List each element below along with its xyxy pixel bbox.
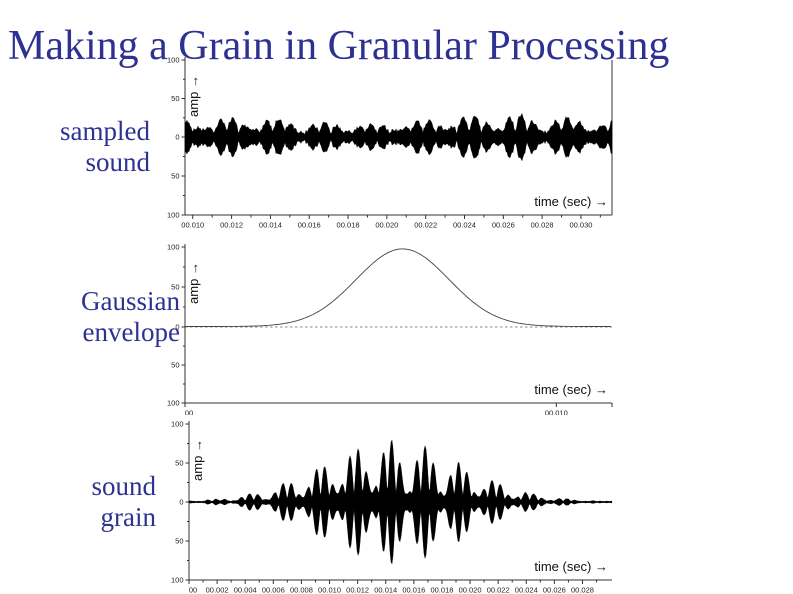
x-tick-label: 00.014 bbox=[374, 586, 397, 594]
x-tick-label: 00.004 bbox=[234, 586, 257, 594]
row-label-sound-grain: sound grain bbox=[0, 471, 156, 533]
x-tick-label: 00.012 bbox=[220, 221, 243, 230]
x-tick-label: 00.012 bbox=[346, 586, 369, 594]
y-tick-label: 50 bbox=[171, 283, 179, 292]
page-title: Making a Grain in Granular Processing bbox=[8, 23, 670, 70]
x-tick-label: 00.028 bbox=[571, 586, 594, 594]
y-axis-title: amp → bbox=[186, 262, 201, 304]
x-axis-title: time (sec) → bbox=[534, 559, 608, 574]
row-label-line: envelope bbox=[82, 317, 180, 347]
row-label-line: grain bbox=[100, 502, 156, 532]
x-tick-label: 00.010 bbox=[318, 586, 341, 594]
y-axis-title: amp → bbox=[186, 75, 201, 117]
x-tick-label: 00.022 bbox=[487, 586, 510, 594]
x-tick-label: 00.006 bbox=[262, 586, 285, 594]
y-tick-label: 50 bbox=[175, 537, 183, 546]
gaussian-series bbox=[185, 248, 611, 327]
x-tick-label: 00.028 bbox=[531, 221, 554, 230]
y-tick-label: 50 bbox=[175, 459, 183, 468]
axes bbox=[181, 244, 613, 407]
y-tick-label: 0 bbox=[175, 323, 179, 332]
y-tick-label: 100 bbox=[167, 243, 180, 252]
x-axis-title: time (sec) → bbox=[534, 382, 608, 397]
row-label-sampled-sound: sampled sound bbox=[0, 116, 150, 178]
axis-titles: time (sec) → amp → bbox=[190, 439, 608, 574]
y-tick-label: 100 bbox=[167, 399, 180, 408]
y-tick-label: 0 bbox=[175, 133, 179, 142]
x-tick-label: 00 bbox=[185, 409, 193, 416]
x-tick-label: 00 bbox=[189, 586, 197, 594]
waveform-series bbox=[184, 112, 613, 162]
x-tick-label: 00.026 bbox=[543, 586, 566, 594]
tick-labels: 100 50 0 50 100 00 00.010 bbox=[167, 243, 568, 416]
x-tick-label: 00.014 bbox=[259, 221, 282, 230]
row-label-line: sound bbox=[91, 471, 156, 501]
y-tick-label: 100 bbox=[167, 211, 180, 220]
axis-titles: time (sec) → amp → bbox=[186, 75, 608, 209]
y-tick-label: 50 bbox=[171, 361, 179, 370]
x-tick-label: 00.010 bbox=[545, 409, 568, 416]
x-tick-label: 00.030 bbox=[569, 221, 592, 230]
y-tick-label: 50 bbox=[171, 94, 179, 103]
x-tick-label: 00.016 bbox=[402, 586, 425, 594]
x-tick-label: 00.008 bbox=[290, 586, 313, 594]
y-tick-label: 100 bbox=[171, 420, 184, 429]
x-axis-title: time (sec) → bbox=[534, 194, 608, 209]
tick-labels: 100 50 0 50 100 00 00.002 00.004 00.006 00.008 00.… bbox=[171, 420, 594, 594]
y-tick-label: 0 bbox=[179, 498, 183, 507]
axis-titles: time (sec) → amp → bbox=[186, 262, 608, 397]
row-label-line: sound bbox=[85, 147, 150, 177]
row-label-line: Gaussian bbox=[81, 286, 180, 316]
y-tick-label: 50 bbox=[171, 172, 179, 181]
x-tick-label: 00.020 bbox=[375, 221, 398, 230]
x-tick-label: 00.018 bbox=[337, 221, 360, 230]
x-tick-label: 00.024 bbox=[453, 221, 476, 230]
x-tick-label: 00.002 bbox=[206, 586, 229, 594]
axes bbox=[185, 421, 612, 584]
row-label-gaussian-envelope: Gaussian envelope bbox=[0, 286, 180, 348]
x-tick-label: 00.020 bbox=[459, 586, 482, 594]
axes bbox=[181, 57, 613, 219]
gaussian-envelope-chart: 100 50 0 50 100 00 00.010 time (sec) → amp → bbox=[167, 243, 613, 416]
sound-grain-chart: 100 50 0 50 100 00 00.002 00.004 00.006 00.008 00.… bbox=[171, 420, 613, 594]
x-tick-label: 00.026 bbox=[492, 221, 515, 230]
x-tick-label: 00.018 bbox=[430, 586, 453, 594]
y-tick-label: 100 bbox=[171, 576, 184, 585]
y-axis-title: amp → bbox=[190, 439, 205, 481]
x-tick-label: 00.016 bbox=[298, 221, 321, 230]
x-tick-label: 00.022 bbox=[414, 221, 437, 230]
x-tick-label: 00.010 bbox=[181, 221, 204, 230]
row-label-line: sampled bbox=[60, 116, 150, 146]
y-tick-label: 100 bbox=[167, 56, 180, 65]
waveform-series bbox=[188, 439, 613, 565]
x-tick-label: 00.024 bbox=[515, 586, 538, 594]
